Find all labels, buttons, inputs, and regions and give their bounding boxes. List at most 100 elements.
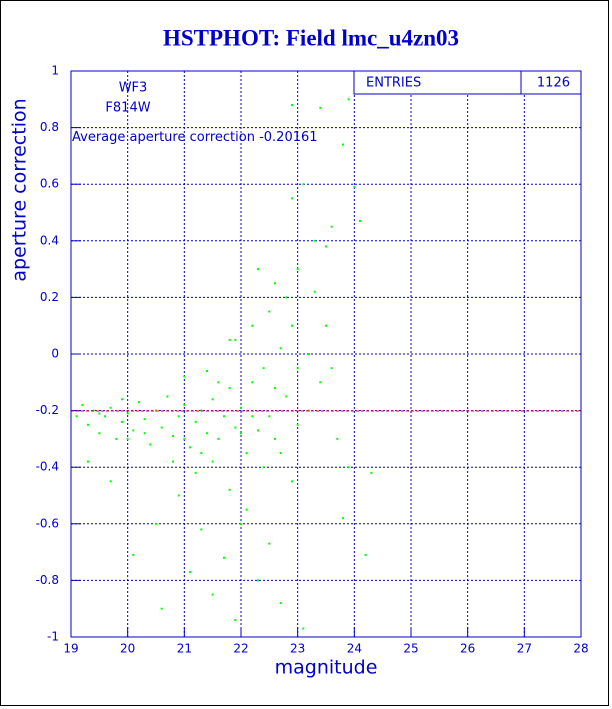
data-point bbox=[115, 437, 118, 440]
plot-frame bbox=[70, 70, 582, 638]
data-point bbox=[126, 412, 129, 415]
data-point bbox=[211, 593, 214, 596]
data-point bbox=[279, 602, 282, 605]
data-point bbox=[228, 386, 231, 389]
data-point bbox=[200, 528, 203, 531]
annotation: WF3 bbox=[119, 81, 148, 96]
data-point bbox=[342, 517, 344, 520]
data-point bbox=[313, 239, 316, 242]
x-tick-label: 23 bbox=[290, 642, 305, 656]
data-point bbox=[245, 508, 248, 511]
data-point bbox=[251, 415, 254, 418]
data-point bbox=[126, 437, 129, 440]
data-point bbox=[143, 418, 146, 421]
stats-box bbox=[353, 70, 582, 95]
y-tick-label: 0.6 bbox=[40, 177, 59, 191]
plot-area bbox=[70, 70, 582, 638]
data-point bbox=[291, 324, 293, 327]
average-value: -0.20161 bbox=[259, 130, 317, 145]
data-point bbox=[217, 437, 220, 440]
data-point bbox=[291, 103, 293, 106]
data-point bbox=[87, 423, 89, 426]
data-point bbox=[75, 415, 78, 418]
x-tick-label: 22 bbox=[233, 642, 248, 656]
data-point bbox=[189, 446, 191, 449]
data-point bbox=[109, 480, 112, 483]
y-tick-label: -0.6 bbox=[36, 516, 59, 530]
data-point bbox=[149, 443, 152, 446]
stats-value: 1126 bbox=[537, 76, 570, 91]
data-point bbox=[98, 412, 101, 415]
data-point bbox=[274, 386, 276, 389]
data-point bbox=[268, 310, 271, 313]
data-point bbox=[228, 338, 231, 341]
data-point bbox=[98, 432, 101, 435]
data-point bbox=[257, 268, 259, 271]
y-axis-label: aperture correction bbox=[9, 98, 31, 281]
data-point bbox=[251, 381, 254, 384]
data-point bbox=[234, 426, 237, 429]
y-tick-label: 0.2 bbox=[40, 290, 59, 304]
data-point bbox=[87, 460, 89, 463]
data-point bbox=[296, 268, 299, 271]
x-tick-label: 24 bbox=[347, 642, 362, 656]
data-point bbox=[268, 542, 271, 545]
data-point bbox=[160, 607, 163, 610]
data-point bbox=[262, 367, 265, 370]
data-point bbox=[160, 426, 163, 429]
x-tick-label: 27 bbox=[517, 642, 532, 656]
y-tick-label: 0.8 bbox=[40, 120, 59, 134]
data-point bbox=[194, 471, 197, 474]
data-point bbox=[132, 429, 135, 432]
x-tick-label: 28 bbox=[573, 642, 588, 656]
data-point bbox=[370, 471, 373, 474]
y-tick-label: -0.2 bbox=[36, 403, 59, 417]
data-point bbox=[319, 381, 322, 384]
data-point bbox=[234, 338, 237, 341]
data-point bbox=[330, 367, 333, 370]
data-point bbox=[234, 619, 237, 622]
data-point bbox=[291, 480, 293, 483]
data-point bbox=[240, 432, 242, 435]
data-point bbox=[143, 432, 146, 435]
data-point bbox=[166, 395, 169, 398]
data-point bbox=[223, 415, 225, 418]
data-point bbox=[342, 143, 344, 146]
data-point bbox=[189, 570, 191, 573]
y-tick-label: -1 bbox=[47, 630, 59, 644]
x-tick-label: 19 bbox=[63, 642, 78, 656]
data-point bbox=[121, 398, 123, 401]
data-point bbox=[81, 403, 84, 406]
data-point bbox=[177, 415, 180, 418]
y-tick-label: 0.4 bbox=[40, 233, 59, 247]
data-point bbox=[336, 437, 339, 440]
y-tick-label: 1 bbox=[51, 64, 59, 78]
data-point bbox=[206, 369, 208, 372]
data-point bbox=[364, 553, 367, 556]
data-point bbox=[183, 375, 186, 378]
data-point bbox=[330, 225, 333, 228]
y-tick-label: -0.8 bbox=[36, 573, 59, 587]
data-point bbox=[285, 395, 288, 398]
data-point bbox=[325, 324, 327, 327]
data-point bbox=[319, 106, 322, 109]
data-point bbox=[177, 494, 180, 497]
data-point bbox=[132, 553, 135, 556]
data-point bbox=[200, 452, 203, 455]
data-point bbox=[279, 347, 282, 350]
data-point bbox=[109, 406, 112, 409]
x-axis-label: magnitude bbox=[275, 657, 378, 679]
average-label: Average aperture correction bbox=[72, 130, 255, 145]
data-point bbox=[313, 290, 316, 293]
data-point bbox=[279, 452, 282, 455]
data-point bbox=[138, 401, 140, 404]
chart-title: HSTPHOT: Field lmc_u4zn03 bbox=[163, 25, 459, 50]
data-point bbox=[262, 466, 265, 469]
data-point bbox=[172, 460, 174, 463]
data-point bbox=[296, 423, 299, 426]
data-point bbox=[285, 296, 288, 299]
data-point bbox=[274, 437, 276, 440]
data-point bbox=[217, 381, 220, 384]
data-point bbox=[194, 420, 197, 423]
